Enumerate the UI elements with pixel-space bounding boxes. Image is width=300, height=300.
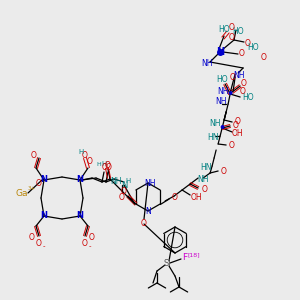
Text: Si: Si: [163, 259, 171, 268]
Text: NH: NH: [233, 71, 245, 80]
Text: •: •: [219, 123, 226, 133]
Text: NH: NH: [201, 59, 213, 68]
Text: O: O: [36, 239, 42, 248]
Text: O: O: [121, 188, 127, 196]
Text: O: O: [245, 38, 251, 47]
Text: O: O: [105, 160, 111, 169]
Text: O: O: [29, 233, 35, 242]
Text: O: O: [102, 164, 108, 172]
Text: NH: NH: [215, 98, 227, 106]
Text: O: O: [239, 50, 245, 58]
Text: O: O: [261, 52, 267, 62]
Text: O: O: [228, 140, 234, 149]
Text: O: O: [220, 167, 226, 176]
Text: NH: NH: [197, 175, 209, 184]
Text: HN: HN: [200, 164, 212, 172]
Text: HO: HO: [218, 25, 230, 34]
Text: H: H: [78, 149, 84, 155]
Text: NH: NH: [144, 179, 156, 188]
Text: O: O: [82, 239, 88, 248]
Text: O: O: [229, 74, 235, 82]
Text: O: O: [31, 152, 37, 160]
Text: -: -: [43, 243, 45, 249]
Text: -: -: [89, 243, 91, 249]
Text: O: O: [119, 193, 125, 202]
Text: OH: OH: [190, 193, 202, 202]
Text: O: O: [106, 164, 112, 172]
Text: H: H: [97, 161, 101, 166]
Text: N: N: [40, 212, 47, 220]
Text: HO: HO: [247, 43, 259, 52]
Text: •: •: [226, 89, 234, 99]
Text: O: O: [201, 184, 207, 194]
Text: NH: NH: [110, 178, 122, 187]
Text: F: F: [182, 253, 188, 262]
Text: [18]: [18]: [188, 253, 200, 257]
Text: O: O: [82, 151, 88, 160]
Text: O: O: [229, 22, 235, 32]
Text: N: N: [121, 181, 127, 190]
Text: N: N: [76, 212, 83, 220]
Text: NH: NH: [218, 88, 229, 97]
Text: OH: OH: [231, 128, 243, 137]
Text: O: O: [229, 32, 235, 41]
Text: O: O: [36, 179, 42, 188]
Text: N: N: [216, 47, 224, 57]
Text: O: O: [232, 121, 238, 130]
Text: H: H: [125, 178, 130, 184]
Text: HO: HO: [242, 94, 254, 103]
Text: O: O: [239, 86, 245, 95]
Text: O: O: [240, 80, 246, 88]
Text: Ga: Ga: [16, 188, 28, 197]
Text: O: O: [141, 220, 147, 229]
Text: 3+: 3+: [28, 187, 36, 191]
Text: O: O: [87, 158, 93, 166]
Text: HO: HO: [216, 76, 228, 85]
Text: NH: NH: [209, 119, 221, 128]
Text: O: O: [234, 118, 240, 127]
Text: HO: HO: [232, 28, 244, 37]
Text: N: N: [40, 176, 47, 184]
Text: N: N: [76, 176, 83, 184]
Text: O: O: [89, 233, 95, 242]
Text: H: H: [101, 161, 106, 167]
Text: HN: HN: [207, 134, 219, 142]
Text: N: N: [145, 206, 151, 215]
Text: O: O: [171, 193, 177, 202]
